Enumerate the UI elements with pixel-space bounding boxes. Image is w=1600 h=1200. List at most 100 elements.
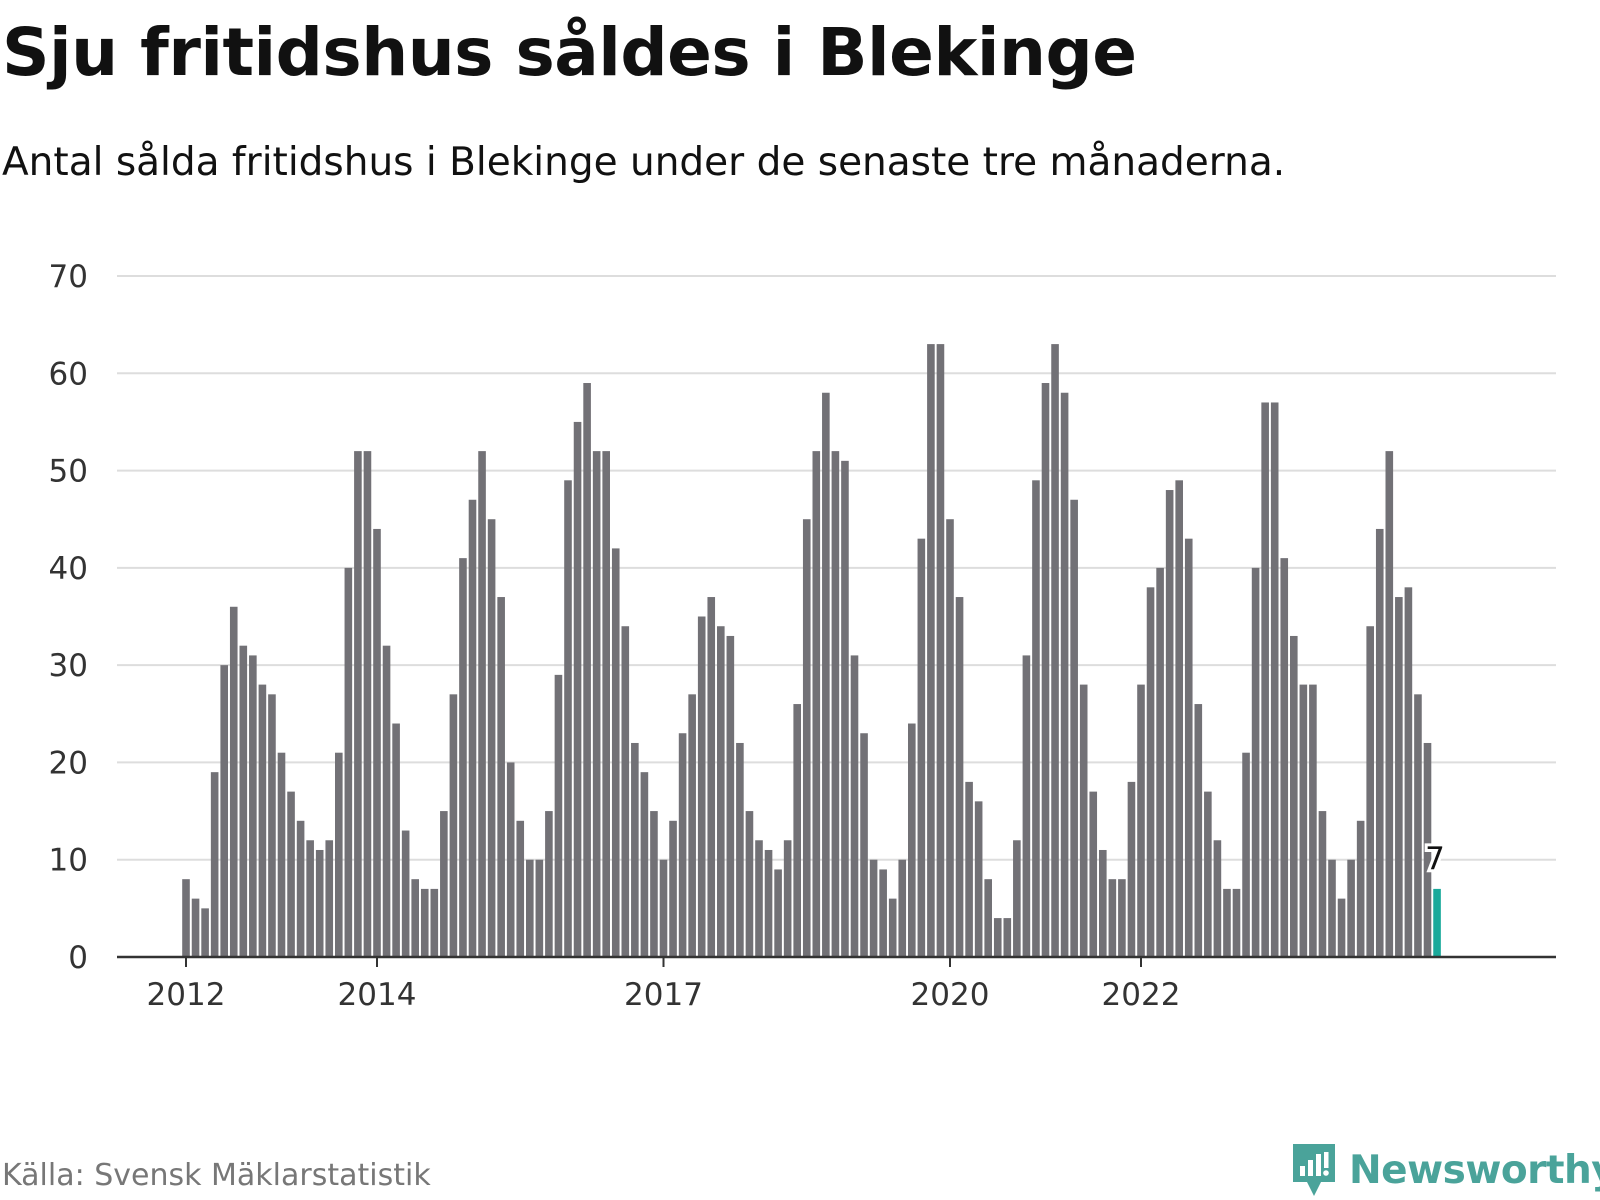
bar [229,606,238,957]
bar [783,840,792,957]
bar [268,694,276,957]
bar [1318,811,1327,957]
bar [440,811,448,957]
bar [1079,684,1088,957]
bar [1261,402,1269,957]
bar [392,723,400,957]
bar [984,879,992,957]
brand-logo[interactable]: Newsworthy [1289,1140,1600,1200]
bar [1309,684,1317,957]
bar [697,616,706,957]
bar [506,762,515,957]
bar [258,684,267,957]
bar [306,840,314,957]
bar [249,655,257,957]
bar [449,694,458,957]
bar [1337,898,1346,957]
bar [1251,567,1260,957]
bar [1423,742,1432,957]
highlight-bar [1433,888,1441,957]
bar [545,811,553,957]
bar [621,626,630,957]
newsworthy-logo-icon [1293,1144,1335,1196]
bar [802,519,811,957]
y-axis-labels: 0 10 20 30 40 50 60 70 [49,259,88,976]
bar [993,918,1002,957]
bar [764,849,773,957]
bar [401,830,410,957]
brand-name: Newsworthy [1349,1147,1600,1193]
bar [1032,480,1040,957]
bar [1280,558,1289,957]
bar [640,772,649,957]
bar [1299,684,1308,957]
bar [1118,879,1126,957]
bar [936,344,945,958]
bar [1099,849,1107,957]
bar [516,820,525,957]
y-tick-label: 30 [49,648,88,684]
bar [468,499,477,957]
bar [420,888,429,957]
bar [1108,879,1117,957]
x-tick-label: 2017 [624,977,703,1013]
bar [573,421,582,957]
bar [1060,392,1069,957]
bars [182,344,1441,958]
bar [535,859,544,957]
bar [822,392,830,957]
bar [182,879,190,957]
bar [344,567,353,957]
bar [1328,859,1336,957]
source-note: Källa: Svensk Mäklarstatistik [2,1158,431,1193]
bar [745,811,754,957]
bar [678,733,687,957]
bar [841,460,849,957]
bar [459,558,467,957]
bar [707,597,716,957]
bar [201,908,209,957]
bar [1232,888,1241,957]
bar [879,869,887,957]
bar [1156,567,1164,957]
bar [908,723,916,957]
bar [325,840,334,957]
bar [1385,451,1394,957]
bar [335,752,343,957]
bar [1051,344,1059,958]
bar [411,879,419,957]
bar [1022,655,1031,957]
bar [1194,704,1203,957]
chart-subtitle: Antal sålda fritidshus i Blekinge under … [2,140,1286,185]
bar [1290,635,1298,957]
bar [974,801,983,957]
bar [487,519,496,957]
bar [812,451,821,957]
bar [287,791,295,957]
bar [239,645,248,957]
bar [1137,684,1145,957]
bar [354,451,362,957]
bar [382,645,391,957]
y-tick-label: 10 [49,843,88,879]
bar [736,742,744,957]
bar [526,859,534,957]
bar [831,451,840,957]
x-tick-label: 2020 [911,977,990,1013]
bar [659,859,668,957]
bar [373,528,381,957]
bar [717,626,725,957]
bar [478,451,486,957]
bar [669,820,677,957]
bar [1184,538,1193,957]
bar [583,383,591,957]
bar [1414,694,1422,957]
chart-title: Sju fritidshus såldes i Blekinge [2,14,1137,91]
bar [917,538,926,957]
bar [650,811,658,957]
bar [1204,791,1212,957]
bar [850,655,859,957]
bar [592,451,601,957]
bar [860,733,868,957]
